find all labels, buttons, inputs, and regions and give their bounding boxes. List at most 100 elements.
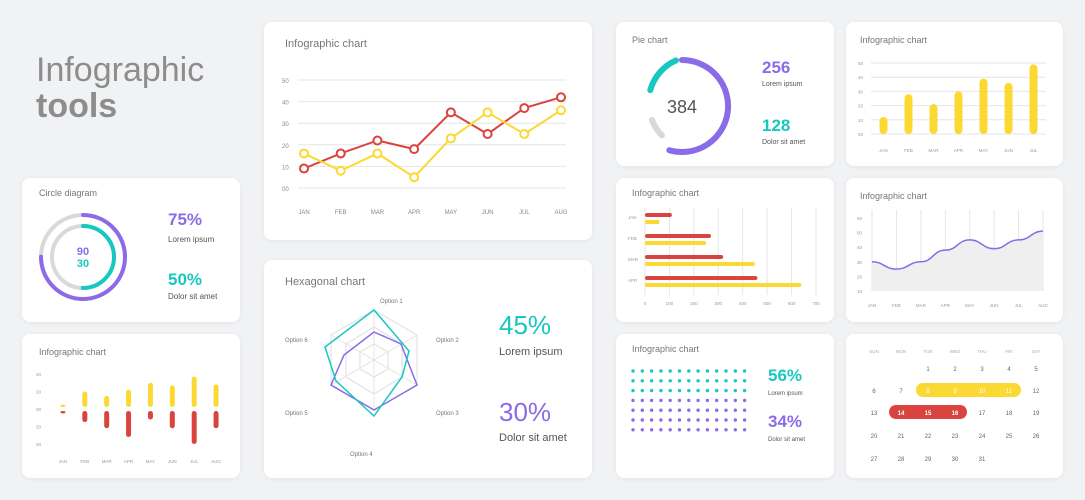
hbar-ytick: FEB: [628, 236, 637, 241]
line-ytick: 30: [282, 122, 289, 128]
range-bar-negative: [82, 411, 88, 423]
dots-stat2-label: Dolor sit amet: [768, 437, 806, 443]
range-xtick: MAY: [146, 459, 155, 464]
calendar-day: 27: [871, 457, 878, 463]
dot-purple: [687, 418, 691, 422]
dots-stat2-value: 34%: [768, 412, 803, 431]
calendar-day: 22: [925, 434, 932, 440]
dot-purple: [696, 398, 700, 403]
dot-purple: [733, 408, 737, 412]
hexagon-stat2-value: 30%: [499, 397, 552, 427]
dot-purple: [640, 398, 644, 403]
dot-purple: [742, 418, 747, 422]
page-title-line2: tools: [36, 87, 118, 125]
dot-teal: [724, 369, 728, 373]
dot-matrix-title: Infographic chart: [632, 344, 700, 354]
range-ytick: 00: [36, 407, 42, 412]
calendar-day: 18: [1006, 411, 1013, 417]
dot-purple: [668, 418, 672, 422]
dot-purple: [687, 408, 691, 412]
hbar-ytick: APR: [628, 278, 638, 283]
dot-purple: [724, 418, 728, 422]
range-bar-positive: [147, 382, 153, 407]
calendar-weekday: SUN: [869, 349, 879, 354]
vbar-bar: [904, 94, 913, 134]
dot-purple: [724, 428, 728, 432]
area-xtick: MAY: [965, 303, 974, 308]
dot-teal: [724, 388, 728, 393]
dot-teal: [649, 379, 654, 383]
hbar-xtick: 0: [644, 301, 647, 306]
calendar-day: 21: [898, 434, 905, 440]
vbar-ytick: 20: [858, 104, 864, 109]
line-ytick: 40: [282, 101, 289, 107]
calendar-day: 9: [953, 389, 957, 395]
dot-purple: [631, 408, 635, 412]
line-ytick: 10: [282, 165, 289, 171]
calendar-day: 16: [952, 411, 959, 417]
dot-purple: [705, 428, 710, 432]
vbar-bar: [879, 116, 888, 134]
dot-purple: [677, 398, 682, 403]
range-bar-card: Infographic chart 40 20 00 20 40 JAN FEB MAR APR…: [22, 334, 240, 478]
range-xtick: JUN: [168, 459, 177, 464]
range-xtick: APR: [124, 459, 134, 464]
dot-teal: [715, 388, 719, 393]
area-xtick: JUN: [990, 303, 999, 308]
range-xtick: MAR: [102, 459, 113, 464]
calendar-day: 30: [952, 457, 959, 463]
pie-chart-card: Pie chart 384 256 Lorem ipsum 128 Dolor …: [616, 22, 834, 166]
dot-teal: [649, 369, 654, 373]
dot-purple: [677, 408, 682, 412]
hbar-bar-yellow: [645, 262, 755, 266]
calendar-day: 6: [872, 389, 876, 395]
area-ytick: 50: [857, 231, 863, 236]
dot-purple: [631, 428, 635, 432]
hex-option-6: Option 6: [285, 338, 308, 344]
pie-chart-title: Pie chart: [632, 35, 668, 45]
dot-purple: [659, 418, 663, 422]
area-xtick: APR: [941, 303, 951, 308]
dot-purple: [649, 418, 654, 422]
line-point-yellow: [372, 148, 383, 159]
dot-teal: [733, 369, 737, 373]
dot-purple: [649, 428, 654, 432]
hbar-bar-red: [645, 276, 758, 280]
circle-inner-top: 90: [77, 246, 89, 258]
pie-center-value: 384: [667, 97, 697, 117]
range-bar-positive: [82, 391, 88, 407]
dot-purple: [705, 398, 710, 403]
vbar-xtick: JAN: [879, 148, 888, 153]
area-ytick: 60: [857, 216, 863, 221]
dot-purple: [724, 398, 728, 403]
dot-matrix-card: Infographic chart 56% Lorem ipsum 34% Do…: [616, 334, 834, 478]
horizontal-bar-chart: 0 100 200 300 400 500 600 700 JAN FEB MAR APR: [628, 208, 820, 306]
dot-teal: [659, 379, 663, 383]
vbar-xtick: MAR: [929, 148, 940, 153]
line-point-red: [409, 144, 420, 155]
dot-teal: [687, 369, 691, 373]
hexagon-stat2-label: Dolor sit amet: [499, 432, 567, 444]
dot-teal: [705, 369, 710, 373]
circle-diagram-card: Circle diagram 90 30 75% Lorem ipsum 50%…: [22, 178, 240, 322]
vbar-ytick: 10: [858, 118, 864, 123]
dot-purple: [687, 428, 691, 432]
dot-purple: [677, 418, 682, 422]
range-xtick: FEB: [80, 459, 89, 464]
range-bar-negative: [169, 411, 175, 429]
line-chart-title: Infographic chart: [285, 38, 367, 50]
dot-teal: [668, 369, 672, 373]
vbar-bar: [954, 91, 963, 134]
dot-teal: [640, 388, 644, 393]
line-xtick: APR: [408, 210, 421, 216]
hbar-bar-red: [645, 255, 724, 259]
circle-inner-bottom: 30: [77, 258, 89, 270]
dot-purple: [687, 398, 691, 403]
vbar-xtick: JUN: [1004, 148, 1013, 153]
calendar-day: 10: [979, 389, 986, 395]
line-chart-card: Infographic chart 50 40 30 20 10 00 JAN FEB MAR A…: [264, 22, 592, 240]
line-point-yellow: [482, 107, 493, 118]
calendar-day: 14: [898, 411, 905, 417]
dot-purple: [724, 408, 728, 412]
